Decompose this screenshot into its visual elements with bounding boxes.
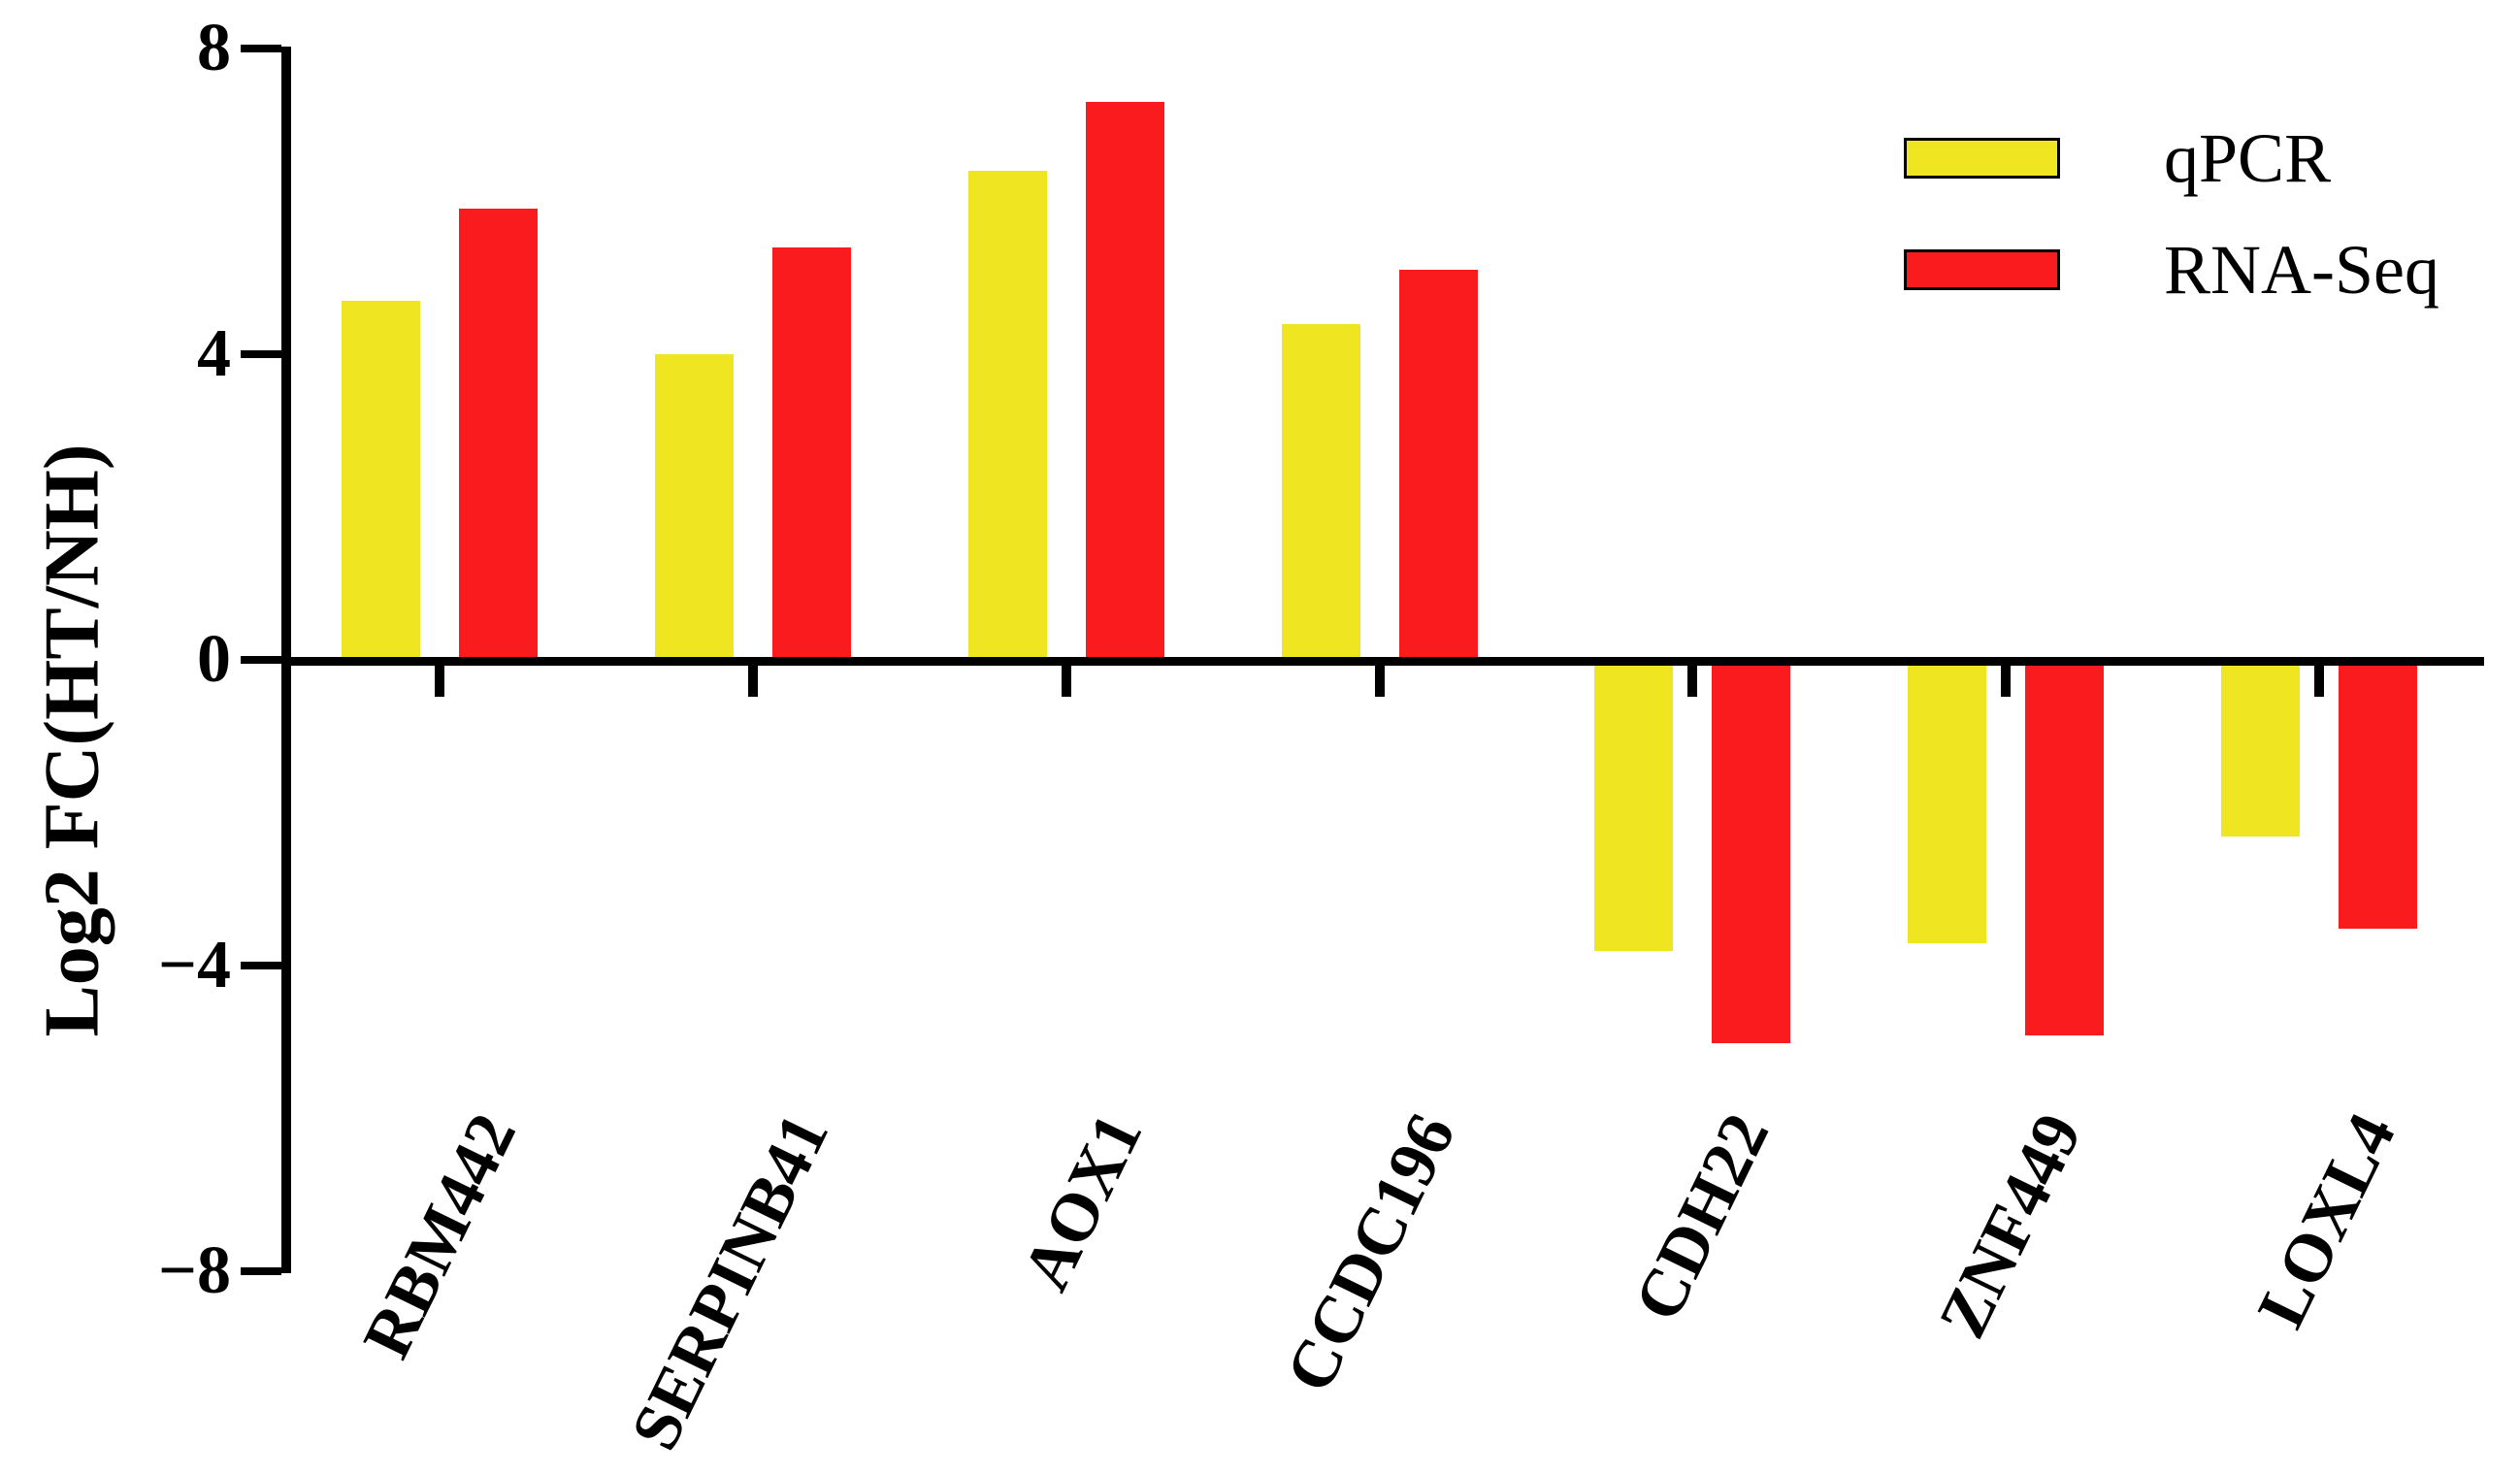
- legend-swatch-qpcr: [1904, 138, 2060, 179]
- bar-qpcr-loxl4: [2221, 661, 2300, 837]
- x-tick-ccdc196: [1374, 666, 1385, 697]
- x-tick-serpinb41: [747, 666, 758, 697]
- y-tick-8: [241, 45, 281, 52]
- y-tick-label-8: 8: [197, 11, 231, 85]
- bar-rnaseq-aox1: [1085, 102, 1164, 660]
- y-tick--8: [241, 1267, 281, 1275]
- bar-qpcr-cdh22: [1594, 661, 1674, 952]
- x-category-label-znf449: ZNF449: [1925, 1102, 2097, 1350]
- bar-qpcr-aox1: [967, 171, 1047, 660]
- legend-swatch-rna-seq: [1904, 249, 2060, 290]
- y-tick-label-4: 4: [197, 316, 231, 391]
- x-category-label-serpinb41: SERPINB41: [617, 1102, 844, 1461]
- x-category-label-ccdc196: CCDC196: [1272, 1102, 1471, 1404]
- x-tick-znf449: [2001, 666, 2012, 697]
- x-tick-rbm442: [435, 666, 444, 697]
- bar-rnaseq-cdh22: [1712, 661, 1791, 1043]
- y-tick-label--8: −8: [158, 1233, 231, 1308]
- bar-qpcr-rbm442: [342, 300, 420, 660]
- legend-label-qpcr: qPCR: [2164, 119, 2332, 197]
- x-category-label-rbm442: RBM442: [348, 1102, 531, 1370]
- bar-rnaseq-ccdc196: [1398, 270, 1478, 660]
- x-category-label-aox1: AOX1: [1008, 1102, 1158, 1302]
- x-tick-aox1: [1061, 666, 1071, 697]
- x-tick-cdh22: [1687, 666, 1698, 697]
- y-tick-4: [241, 350, 281, 358]
- x-category-label-loxl4: LOXL4: [2243, 1102, 2410, 1339]
- y-tick--4: [241, 962, 281, 969]
- x-axis-zero-line: [281, 657, 2484, 666]
- bar-qpcr-znf449: [1908, 661, 1987, 944]
- bar-qpcr-ccdc196: [1281, 323, 1360, 660]
- bar-rnaseq-znf449: [2025, 661, 2105, 1035]
- bar-rnaseq-loxl4: [2339, 661, 2417, 929]
- bar-qpcr-serpinb41: [654, 354, 734, 660]
- legend-label-rna-seq: RNA-Seq: [2164, 231, 2439, 309]
- y-tick-label-0: 0: [197, 622, 231, 697]
- x-category-label-cdh22: CDH22: [1620, 1102, 1784, 1332]
- bar-rnaseq-rbm442: [459, 209, 538, 660]
- y-tick-label--4: −4: [158, 928, 231, 1002]
- bar-rnaseq-serpinb41: [771, 246, 851, 660]
- x-tick-loxl4: [2314, 666, 2324, 697]
- y-tick-0: [241, 656, 281, 664]
